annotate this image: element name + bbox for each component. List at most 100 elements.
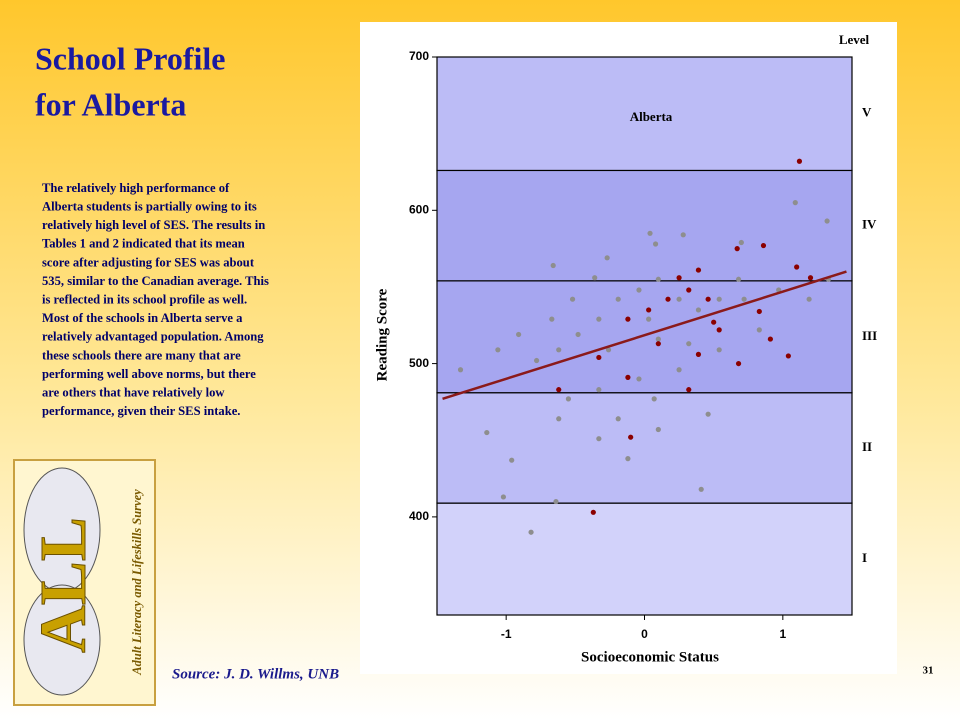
point <box>695 267 702 273</box>
body-line: score after adjusting for SES was about <box>42 255 255 269</box>
point <box>806 296 812 302</box>
point <box>824 218 830 224</box>
point <box>509 457 515 463</box>
chart-title: Alberta <box>630 109 673 124</box>
body-line: The relatively high performance of <box>42 181 230 195</box>
point <box>760 242 767 249</box>
level-label: V <box>862 105 872 120</box>
point <box>615 296 621 302</box>
point <box>500 494 506 500</box>
y-tick-label: 500 <box>409 356 429 370</box>
point <box>534 357 540 364</box>
logo-letters: ALL <box>27 517 100 653</box>
point <box>767 336 773 342</box>
y-tick-label: 600 <box>409 202 429 216</box>
point <box>655 426 661 433</box>
point <box>604 255 610 261</box>
point <box>528 529 534 535</box>
point <box>680 232 686 238</box>
x-axis-label: Socioeconomic Status <box>581 649 719 665</box>
point <box>516 331 522 338</box>
point <box>651 396 657 402</box>
point <box>605 347 612 353</box>
point <box>596 436 602 442</box>
body-line: performance, given their SES intake. <box>42 404 240 418</box>
point <box>686 387 692 393</box>
point <box>676 367 682 373</box>
logo-text: Adult Literacy and Lifeskills Survey <box>130 489 144 676</box>
point <box>807 275 814 281</box>
body-line: relatively high level of SES. The result… <box>42 218 265 232</box>
point <box>655 336 661 342</box>
point <box>647 230 653 236</box>
body-line: performing well above norms, but there <box>42 367 256 381</box>
point <box>556 416 562 422</box>
point <box>734 246 740 252</box>
point <box>705 296 711 302</box>
point <box>636 287 642 293</box>
point <box>652 241 659 247</box>
body-line: Tables 1 and 2 indicated that its mean <box>42 237 245 251</box>
level-label: I <box>862 550 867 565</box>
level-band <box>436 169 853 282</box>
point <box>550 262 556 269</box>
point <box>676 275 682 281</box>
point <box>711 319 717 325</box>
point <box>625 374 631 380</box>
point <box>665 296 671 302</box>
point <box>716 296 722 302</box>
point <box>655 276 661 282</box>
point <box>756 308 762 315</box>
logo: ALL Adult Literacy and Lifeskills Survey <box>13 459 156 706</box>
body-line: Most of the schools in Alberta serve a <box>42 311 243 325</box>
body-line: is reflected in its school profile as we… <box>42 292 247 306</box>
point <box>628 434 634 440</box>
point <box>615 416 621 422</box>
point <box>741 296 747 302</box>
point <box>646 307 652 313</box>
y-axis-label: Reading Score <box>374 288 390 381</box>
x-tick-label: 0 <box>641 627 648 641</box>
level-label: IV <box>862 217 877 232</box>
point <box>575 331 581 338</box>
point <box>738 239 744 246</box>
point <box>716 347 722 353</box>
body-line: are others that have relatively low <box>42 385 225 399</box>
point <box>695 351 702 357</box>
point <box>484 429 490 436</box>
point <box>646 316 652 322</box>
slide-text: School Profile for Alberta The relatively … <box>35 40 269 418</box>
point <box>625 316 631 322</box>
point <box>735 276 742 282</box>
point <box>794 264 800 270</box>
point <box>569 296 576 302</box>
point <box>676 296 682 302</box>
point <box>556 387 562 393</box>
point <box>698 486 704 492</box>
point <box>756 327 762 333</box>
level-band <box>436 56 853 172</box>
trend-line <box>442 270 847 401</box>
point <box>596 354 602 361</box>
point <box>716 327 722 333</box>
point <box>785 353 791 359</box>
level-band <box>436 392 853 504</box>
point <box>549 316 555 322</box>
source: Source: J. D. Willms, UNB <box>172 666 339 682</box>
point <box>590 509 596 515</box>
point <box>705 411 711 417</box>
point <box>735 360 742 367</box>
body-line: 535, similar to the Canadian average. Th… <box>42 274 269 288</box>
body-line: Alberta students is partially owing to i… <box>42 199 257 213</box>
point <box>556 347 562 353</box>
level-label: II <box>862 439 872 454</box>
point <box>625 456 631 462</box>
logo-globe <box>23 584 101 696</box>
point <box>495 347 501 353</box>
point <box>592 275 598 281</box>
slide-title: School Profile <box>35 40 226 76</box>
x-tick-label: 1 <box>779 627 786 641</box>
